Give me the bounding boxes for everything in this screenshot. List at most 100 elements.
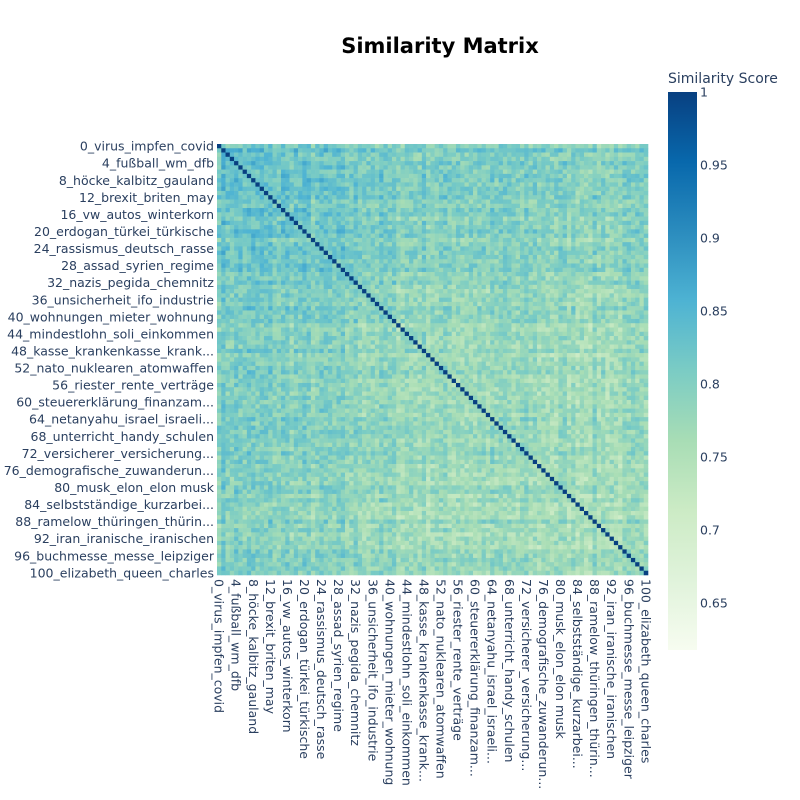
- heatmap-cell: [246, 254, 252, 260]
- heatmap-cell: [592, 272, 598, 277]
- heatmap-cell: [609, 178, 615, 183]
- heatmap-cell: [332, 297, 337, 303]
- heatmap-cell: [225, 203, 231, 209]
- heatmap-cell: [251, 186, 256, 192]
- heatmap-cell: [383, 259, 388, 264]
- heatmap-cell: [468, 331, 474, 337]
- heatmap-cell: [426, 297, 431, 303]
- heatmap-cell: [404, 310, 410, 315]
- heatmap-cell: [490, 148, 495, 153]
- heatmap-cell: [498, 323, 504, 328]
- heatmap-cell: [498, 208, 504, 213]
- heatmap-cell: [298, 327, 303, 333]
- heatmap-cell: [421, 161, 427, 166]
- heatmap-cell: [426, 323, 431, 328]
- heatmap-cell: [229, 259, 235, 264]
- heatmap-cell: [443, 190, 448, 196]
- heatmap-cell: [221, 169, 226, 175]
- heatmap-cell: [562, 289, 568, 294]
- heatmap-cell: [507, 208, 512, 213]
- heatmap-cell: [490, 336, 495, 341]
- heatmap-cell: [353, 186, 359, 192]
- heatmap-cell: [537, 331, 542, 337]
- heatmap-cell: [545, 289, 551, 294]
- heatmap-cell: [268, 199, 273, 205]
- heatmap-cell: [613, 190, 619, 196]
- heatmap-cell: [473, 186, 478, 192]
- heatmap-cell: [571, 203, 576, 209]
- heatmap-cell: [281, 156, 286, 162]
- heatmap-cell: [426, 272, 431, 277]
- heatmap-cell: [396, 314, 401, 320]
- heatmap-cell: [315, 267, 320, 273]
- heatmap-cell: [259, 152, 265, 158]
- heatmap-cell: [477, 276, 482, 281]
- heatmap-cell: [259, 344, 265, 350]
- heatmap-cell: [481, 152, 487, 158]
- heatmap-cell: [238, 195, 243, 200]
- heatmap-cell: [622, 208, 627, 213]
- heatmap-cell: [430, 186, 435, 192]
- heatmap-cell: [622, 246, 627, 251]
- heatmap-cell: [315, 344, 320, 350]
- heatmap-cell: [225, 259, 231, 264]
- heatmap-cell: [626, 336, 632, 341]
- heatmap-cell: [404, 353, 410, 358]
- heatmap-cell: [519, 348, 525, 354]
- heatmap-cell: [332, 259, 337, 264]
- heatmap-cell: [511, 267, 517, 273]
- heatmap-cell: [310, 267, 316, 273]
- heatmap-cell: [426, 310, 431, 315]
- heatmap-cell: [426, 225, 431, 230]
- heatmap-cell: [357, 318, 363, 324]
- heatmap-cell: [383, 323, 388, 328]
- heatmap-cell: [387, 297, 393, 303]
- heatmap-cell: [630, 306, 636, 311]
- heatmap-cell: [490, 301, 495, 307]
- heatmap-cell: [379, 336, 384, 341]
- heatmap-cell: [370, 225, 376, 230]
- heatmap-cell: [387, 242, 393, 247]
- heatmap-cell: [481, 310, 487, 315]
- heatmap-cell: [353, 336, 359, 341]
- heatmap-cell: [528, 220, 534, 226]
- heatmap-cell: [379, 327, 384, 333]
- heatmap-cell: [413, 199, 418, 205]
- heatmap-cell: [310, 156, 316, 162]
- heatmap-cell: [460, 212, 465, 217]
- heatmap-cell: [370, 306, 376, 311]
- heatmap-cell: [455, 225, 461, 230]
- heatmap-cell: [259, 263, 265, 269]
- heatmap-cell: [426, 250, 431, 256]
- heatmap-cell: [263, 144, 269, 149]
- heatmap-cell: [238, 327, 243, 333]
- heatmap-cell: [332, 169, 337, 175]
- heatmap-cell: [229, 280, 235, 286]
- heatmap-cell: [502, 186, 508, 192]
- heatmap-cell: [605, 293, 610, 298]
- heatmap-cell: [443, 152, 448, 158]
- heatmap-cell: [391, 318, 397, 324]
- heatmap-cell: [515, 259, 521, 264]
- heatmap-cell: [579, 323, 585, 328]
- heatmap-cell: [263, 314, 269, 320]
- heatmap-cell: [302, 229, 307, 234]
- heatmap-cell: [541, 190, 546, 196]
- heatmap-cell: [400, 216, 406, 222]
- heatmap-cell: [221, 165, 226, 170]
- heatmap-cell: [541, 212, 546, 217]
- heatmap-cell: [438, 272, 444, 277]
- heatmap-cell: [438, 306, 444, 311]
- heatmap-cell: [366, 225, 371, 230]
- heatmap-cell: [417, 336, 423, 341]
- heatmap-cell: [234, 250, 239, 256]
- heatmap-cell: [306, 242, 312, 247]
- heatmap-cell: [310, 318, 316, 324]
- heatmap-cell: [400, 331, 406, 337]
- heatmap-cell: [524, 186, 529, 192]
- heatmap-cell: [528, 199, 534, 205]
- heatmap-cell: [485, 254, 491, 260]
- heatmap-cell: [460, 310, 465, 315]
- heatmap-cell: [323, 306, 329, 311]
- heatmap-cell: [630, 272, 636, 277]
